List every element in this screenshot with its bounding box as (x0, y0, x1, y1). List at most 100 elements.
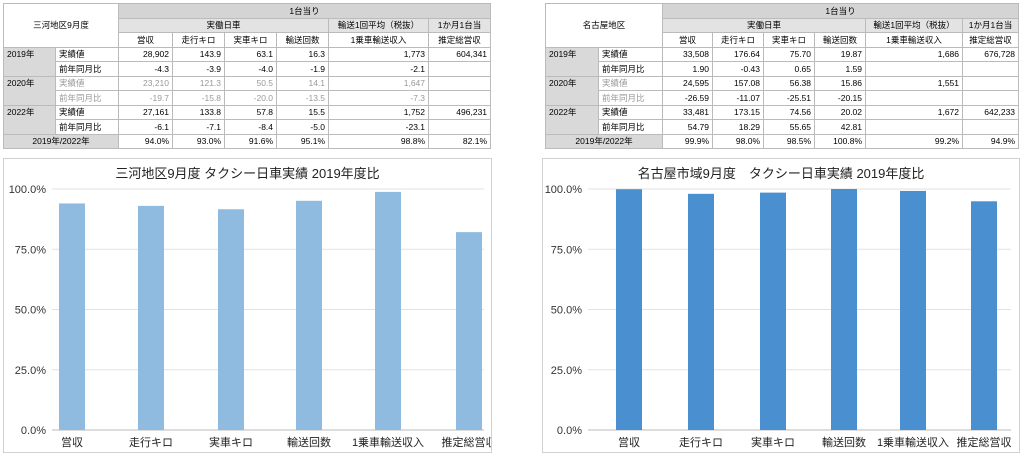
y-tick-label: 100.0% (545, 184, 583, 196)
row-label: 実績値 (597, 46, 664, 62)
value-cell: 1.90 (662, 61, 714, 77)
column-header: 輸送回数 (814, 32, 867, 48)
y-tick-label: 100.0% (9, 184, 47, 196)
value-cell: 1,773 (328, 46, 430, 62)
value-cell: -4.3 (118, 61, 174, 77)
value-cell: 23,210 (118, 75, 174, 91)
x-tick-label: 推定総営収 (442, 435, 492, 449)
table-corner-label: 名古屋地区 (544, 3, 664, 48)
value-cell: -19.7 (118, 90, 174, 106)
value-cell: -0.43 (712, 61, 765, 77)
bar (688, 193, 714, 430)
value-cell: -20.15 (814, 90, 867, 106)
year-cell: 2020年 (545, 75, 599, 106)
ratio-cell: 98.8% (328, 133, 430, 149)
value-cell: -13.5 (276, 90, 330, 106)
value-cell: 15.86 (814, 75, 867, 91)
column-header: 営収 (118, 32, 174, 48)
value-cell: 28,902 (118, 46, 174, 62)
y-tick-label: 0.0% (21, 425, 46, 437)
row-label: 前年同月比 (597, 90, 664, 106)
value-cell: 55.65 (763, 119, 816, 135)
value-cell (962, 75, 1020, 91)
column-header: 実車キロ (224, 32, 278, 48)
bar (831, 189, 857, 430)
y-tick-label: 75.0% (15, 244, 46, 256)
bar (218, 209, 244, 430)
table-row: 2022年 実績値 33,481 173.15 74.56 20.02 1,672 642,2… (545, 104, 1020, 135)
value-cell: -7.3 (328, 90, 430, 106)
value-cell: 33,508 (662, 46, 714, 62)
y-tick-label: 0.0% (557, 425, 582, 437)
ratio-cell: 93.0% (172, 133, 226, 149)
value-cell: -6.1 (118, 119, 174, 135)
ratio-cell: 94.0% (118, 133, 174, 149)
value-cell: -8.4 (224, 119, 278, 135)
value-cell: -1.9 (276, 61, 330, 77)
value-cell: -11.07 (712, 90, 765, 106)
row-label: 実績値 (597, 104, 664, 120)
x-tick-label: 走行キロ (129, 436, 173, 449)
row-label: 前年同月比 (597, 119, 664, 135)
value-cell (428, 119, 492, 135)
value-cell: 33,481 (662, 104, 714, 120)
bar (760, 192, 786, 430)
value-cell: 16.3 (276, 46, 330, 62)
value-cell (962, 61, 1020, 77)
x-tick-label: 実車キロ (209, 435, 253, 449)
value-cell: -5.0 (276, 119, 330, 135)
table-row: 2019年 実績値 28,902 143.9 63.1 16.3 1,773 604,341 (3, 46, 492, 77)
mikawa-chart: 0.0% 25.0% 50.0% 75.0% 100.0% 営収 走行キロ 実車キロ 輸送回数 1… (3, 158, 492, 453)
table-row: 前年同月比 54.79 18.29 55.65 42.81 (546, 119, 1020, 135)
value-cell: 1,647 (328, 75, 430, 91)
value-cell: 1,752 (328, 104, 430, 120)
value-cell: 604,341 (428, 46, 492, 62)
bar (375, 191, 401, 430)
group-header: 実働日車 (118, 17, 330, 33)
table-row: 前年同月比 -19.7 -15.8 -20.0 -13.5 -7.3 (4, 90, 492, 106)
y-tick-label: 25.0% (15, 365, 46, 377)
column-header: 1乗車輸送収入 (865, 32, 964, 48)
value-cell: 1,672 (865, 104, 964, 120)
bar (296, 200, 322, 430)
value-cell: -20.0 (224, 90, 278, 106)
x-tick-label: 1乗車輸送収入 (352, 435, 424, 449)
x-tick-label: 営収 (61, 435, 83, 449)
column-header: 輸送回数 (276, 32, 330, 48)
x-tick-label: 輸送回数 (822, 435, 866, 449)
x-tick-label: 輸送回数 (287, 435, 331, 449)
value-cell: 173.15 (712, 104, 765, 120)
value-cell: 1,551 (865, 75, 964, 91)
value-cell (962, 119, 1020, 135)
value-cell: 27,161 (118, 104, 174, 120)
ratio-cell: 99.2% (865, 133, 964, 149)
table-row: 2019年 実績値 33,508 176.64 75.70 19.87 1,686 676,7… (545, 46, 1020, 77)
row-label: 前年同月比 (54, 90, 120, 106)
value-cell: 18.29 (712, 119, 765, 135)
table-row: 2020年 実績値 24,595 157.08 56.38 15.86 1,551 (545, 75, 1020, 106)
value-cell: 50.5 (224, 75, 278, 91)
value-cell: 157.08 (712, 75, 765, 91)
bar (616, 189, 642, 430)
column-header: 走行キロ (712, 32, 765, 48)
value-cell (865, 61, 964, 77)
year-cell: 2022年 (545, 104, 599, 135)
value-cell: 1.59 (814, 61, 867, 77)
ratio-cell: 100.8% (814, 133, 867, 149)
y-tick-label: 50.0% (15, 305, 46, 317)
value-cell: 14.1 (276, 75, 330, 91)
table-corner-label: 三河地区9月度 (2, 3, 120, 48)
row-label: 前年同月比 (54, 61, 120, 77)
x-tick-label: 営収 (618, 435, 640, 449)
y-tick-label: 25.0% (551, 365, 582, 377)
column-header: 実車キロ (763, 32, 816, 48)
group-header: 1台当り (118, 3, 492, 19)
x-tick-label: 走行キロ (679, 436, 723, 449)
row-label: 実績値 (54, 46, 120, 62)
value-cell: 24,595 (662, 75, 714, 91)
ratio-cell: 95.1% (276, 133, 330, 149)
year-cell: 2022年 (3, 104, 56, 135)
ratio-cell: 91.6% (224, 133, 278, 149)
table-row: 前年同月比 1.90 -0.43 0.65 1.59 (546, 61, 1020, 77)
value-cell: -4.0 (224, 61, 278, 77)
